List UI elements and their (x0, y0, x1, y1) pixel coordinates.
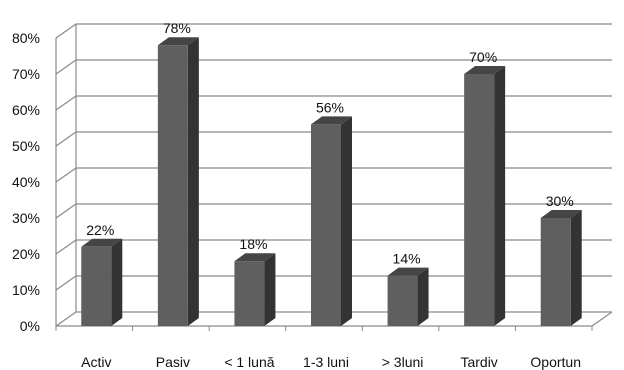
bar (540, 210, 582, 326)
category-label: Activ (81, 354, 111, 370)
bar-top (540, 210, 582, 218)
bar-top (311, 116, 352, 125)
category-label: Oportun (530, 354, 581, 370)
bar-front (311, 124, 341, 327)
bar-side (264, 253, 276, 326)
y-tick-labels: 0% 10% 20% 30% 40% 50% 60% 70% 80% (12, 30, 40, 334)
bar-front (157, 45, 188, 326)
bar-front (234, 261, 265, 326)
bar-top (157, 37, 199, 46)
bar-side (570, 210, 582, 326)
bar-top (464, 66, 506, 74)
data-label: 78% (163, 20, 191, 36)
data-label: 14% (393, 251, 421, 267)
bar (311, 116, 352, 327)
gridline (55, 23, 612, 39)
y-tick-label: 30% (12, 210, 40, 226)
gridline (55, 59, 612, 75)
category-label: > 3luni (382, 354, 424, 370)
data-labels: 22% 78% 18% 56% 14% 70% 30% (86, 20, 573, 266)
bar-side (111, 238, 123, 326)
y-tick-label: 70% (12, 66, 40, 82)
y-tick-label: 60% (12, 102, 40, 118)
bars (81, 37, 582, 327)
category-label: 1-3 luni (303, 354, 349, 370)
category-label: Tardiv (460, 354, 497, 370)
y-tick-label: 80% (12, 30, 40, 46)
y-tick-label: 40% (12, 174, 40, 190)
y-tick-label: 20% (12, 246, 40, 262)
bar (234, 253, 276, 326)
data-label: 56% (316, 99, 344, 115)
category-labels: Activ Pasiv < 1 lună 1-3 luni > 3luni Tardiv O… (81, 354, 581, 370)
bar-side (494, 66, 506, 326)
y-tick-label: 50% (12, 138, 40, 154)
bar (81, 238, 123, 326)
data-label: 30% (546, 193, 574, 209)
y-tick-label: 0% (20, 318, 40, 334)
bar-front (464, 74, 495, 326)
bar-side (417, 267, 429, 326)
bar-front (81, 246, 112, 326)
data-label: 70% (469, 49, 497, 65)
data-label: 18% (239, 236, 267, 252)
bar-front (387, 275, 418, 326)
bar-side (341, 116, 352, 327)
bar (157, 37, 199, 326)
bar-top (81, 238, 123, 247)
category-label: < 1 lună (224, 354, 274, 370)
bar-front (540, 218, 571, 326)
bar (387, 267, 429, 326)
y-tick-label: 10% (12, 282, 40, 298)
bar-top (234, 253, 276, 262)
category-label: Pasiv (156, 354, 190, 370)
bar-side (187, 37, 199, 326)
bar (464, 66, 506, 326)
data-label: 22% (86, 222, 114, 238)
bar-top (387, 267, 429, 276)
